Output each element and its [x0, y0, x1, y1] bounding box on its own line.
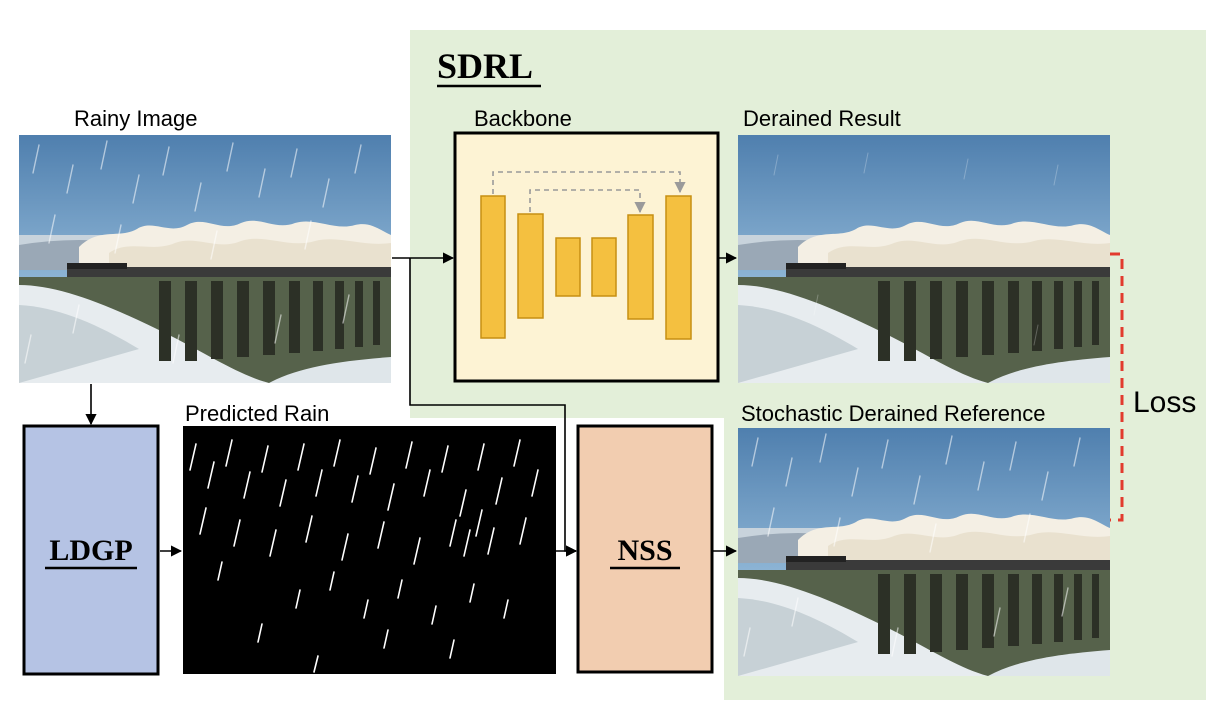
nss-label: NSS [617, 534, 672, 567]
derained-result-label: Derained Result [743, 106, 901, 131]
sdrl-title: SDRL [437, 46, 533, 86]
encoder-block-2 [517, 213, 544, 319]
bottleneck-block-1 [555, 237, 581, 297]
encoder-block-1 [480, 195, 506, 339]
stochastic-reference-label: Stochastic Derained Reference [741, 401, 1046, 426]
ldgp-label: LDGP [49, 534, 132, 567]
skip-connections [492, 171, 686, 214]
connectors [85, 252, 738, 557]
stochastic-reference-image [738, 428, 1110, 676]
unet-blocks [480, 195, 692, 340]
decoder-block-1 [627, 214, 654, 320]
loss-bracket [1110, 252, 1124, 522]
derained-result-image [738, 135, 1110, 383]
loss-label: Loss [1133, 386, 1196, 419]
predicted-rain-image [183, 426, 556, 674]
decoder-block-2 [665, 195, 692, 340]
bottleneck-block-2 [591, 237, 617, 297]
ldgp-box [22, 424, 160, 676]
nss-box [576, 424, 714, 674]
predicted-rain-label: Predicted Rain [185, 401, 329, 426]
backbone-label: Backbone [474, 106, 572, 131]
skip-connection-inner [529, 189, 646, 214]
rainy-image-label: Rainy Image [74, 106, 198, 131]
rainy-image [19, 135, 391, 383]
skip-connection-outer [492, 171, 686, 194]
